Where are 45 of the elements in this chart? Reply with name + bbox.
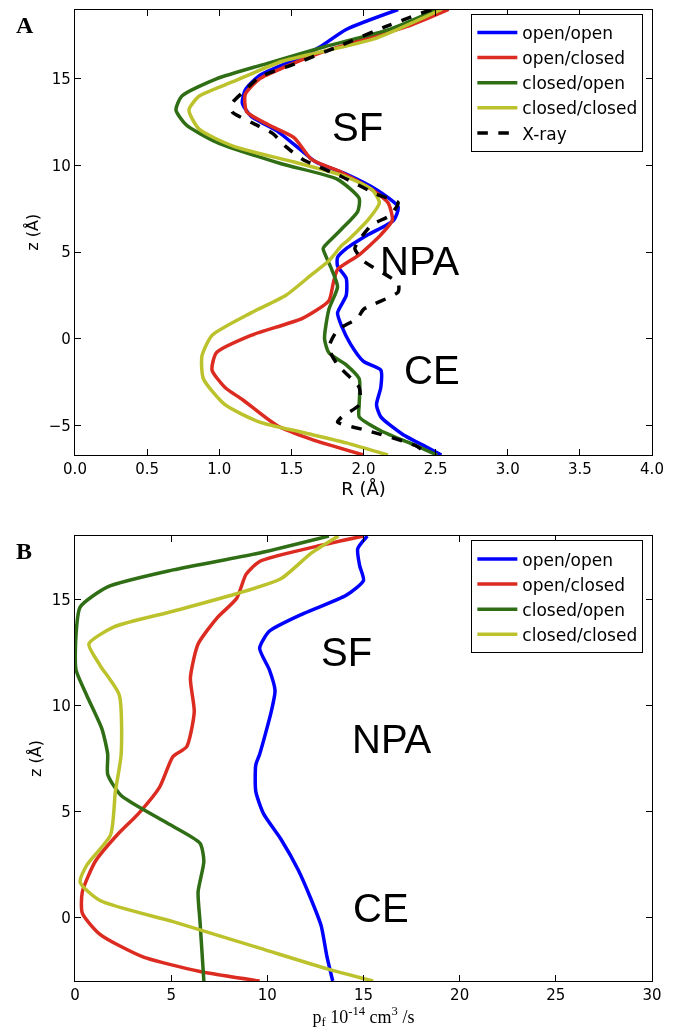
annotation: SF bbox=[321, 630, 373, 674]
y-axis-title: z (Å) bbox=[22, 213, 42, 251]
x-tick-label: 1.5 bbox=[279, 460, 304, 479]
x-tick-label: 10 bbox=[257, 986, 277, 1005]
x-tick-label: 5 bbox=[166, 986, 176, 1005]
x-tick-label: 3.5 bbox=[567, 460, 592, 479]
x-tick-label: 2.0 bbox=[351, 460, 376, 479]
text: A bbox=[16, 12, 34, 38]
legend-label: X-ray bbox=[522, 123, 567, 144]
x-tick-label: 30 bbox=[642, 986, 662, 1005]
x-axis-title: R (Å) bbox=[341, 478, 386, 500]
legend-label: closed/open bbox=[522, 599, 626, 620]
y-tick-label: 5 bbox=[61, 802, 71, 821]
annotation: NPA bbox=[380, 239, 460, 283]
x-tick-label: 0.0 bbox=[63, 460, 87, 479]
x-tick-label: 20 bbox=[450, 986, 470, 1005]
legend-label: closed/closed bbox=[522, 98, 638, 119]
x-tick-label: 25 bbox=[546, 986, 566, 1005]
y-tick-label: 0 bbox=[61, 330, 71, 349]
annotation: NPA bbox=[352, 717, 432, 761]
annotation: CE bbox=[353, 886, 409, 930]
text: B bbox=[16, 538, 33, 564]
y-axis-title: z (Å) bbox=[25, 740, 45, 777]
legend-label: open/closed bbox=[522, 48, 626, 69]
y-tick-label: 10 bbox=[51, 696, 71, 715]
x-axis-title: p$_{f}$ 10$^{-14}$ cm$^{3}$ /s bbox=[312, 1004, 415, 1030]
annotation: SF bbox=[332, 105, 384, 149]
y-tick-label: 0 bbox=[61, 908, 71, 927]
legend-label: open/open bbox=[522, 549, 613, 570]
y-tick-label: 10 bbox=[51, 156, 71, 175]
y-tick-label: 5 bbox=[61, 243, 71, 262]
x-tick-label: 1.0 bbox=[207, 460, 232, 479]
x-tick-label: 3.0 bbox=[495, 460, 520, 479]
x-tick-label: 0.5 bbox=[135, 460, 160, 479]
y-tick-label: 15 bbox=[51, 590, 71, 609]
legend-label: open/closed bbox=[522, 574, 626, 595]
x-tick-label: 2.5 bbox=[423, 460, 448, 479]
legend-label: closed/closed bbox=[522, 624, 638, 645]
x-tick-label: 4.0 bbox=[640, 460, 664, 479]
y-tick-label: −5 bbox=[48, 416, 71, 435]
y-tick-label: 15 bbox=[51, 70, 71, 89]
x-tick-label: 15 bbox=[353, 986, 374, 1005]
legend-label: closed/open bbox=[522, 73, 626, 94]
annotation: CE bbox=[404, 348, 460, 392]
legend-label: open/open bbox=[522, 23, 613, 44]
